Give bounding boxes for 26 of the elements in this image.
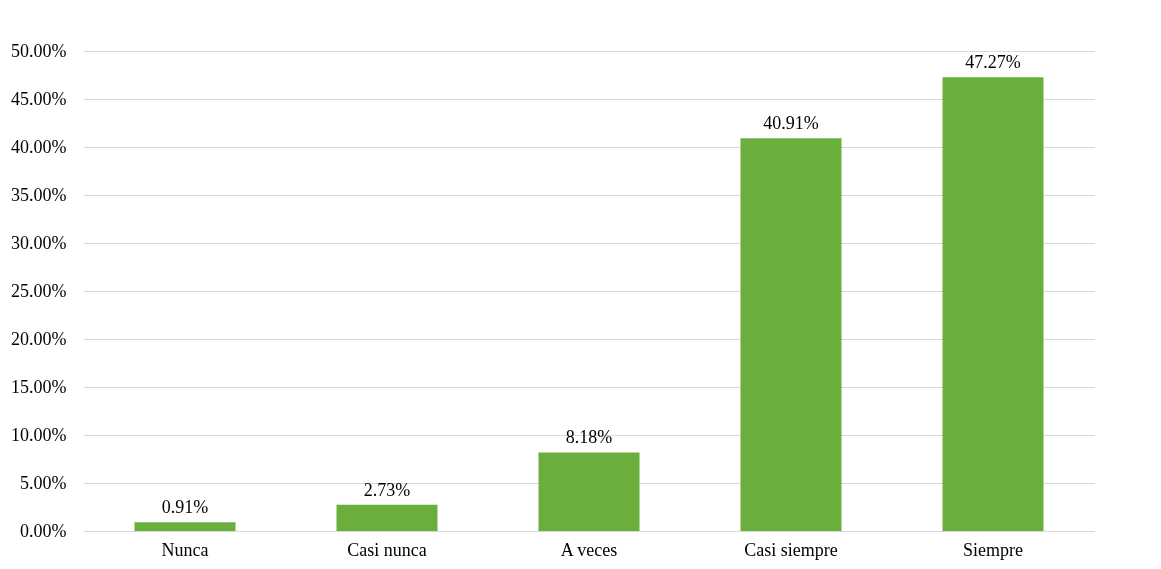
y-tick-label: 50.00%	[11, 40, 67, 61]
bar	[942, 77, 1044, 531]
y-tick-label: 45.00%	[11, 88, 67, 109]
y-tick-label: 35.00%	[11, 184, 67, 205]
y-tick-label: 10.00%	[11, 424, 67, 445]
data-label: 47.27%	[965, 52, 1021, 73]
x-tick-label: Siempre	[963, 539, 1023, 560]
x-tick-label: Casi siempre	[744, 539, 838, 560]
x-tick-label: Casi nunca	[347, 539, 427, 560]
y-tick-label: 20.00%	[11, 328, 67, 349]
data-label: 8.18%	[565, 427, 613, 448]
bar	[336, 504, 438, 531]
y-tick-label: 25.00%	[11, 280, 67, 301]
x-tick-label: A veces	[560, 539, 618, 560]
y-tick-label: 15.00%	[11, 376, 67, 397]
y-tick-label: 5.00%	[20, 472, 67, 493]
y-tick-label: 0.00%	[20, 520, 67, 541]
bar	[134, 522, 236, 531]
y-tick-label: 40.00%	[11, 136, 67, 157]
y-tick-label: 30.00%	[11, 232, 67, 253]
x-tick-label: Nunca	[161, 539, 209, 560]
bar	[538, 452, 640, 531]
data-label: 2.73%	[363, 479, 411, 500]
data-label: 0.91%	[161, 497, 209, 518]
data-label: 40.91%	[763, 113, 819, 134]
bar	[740, 138, 842, 531]
